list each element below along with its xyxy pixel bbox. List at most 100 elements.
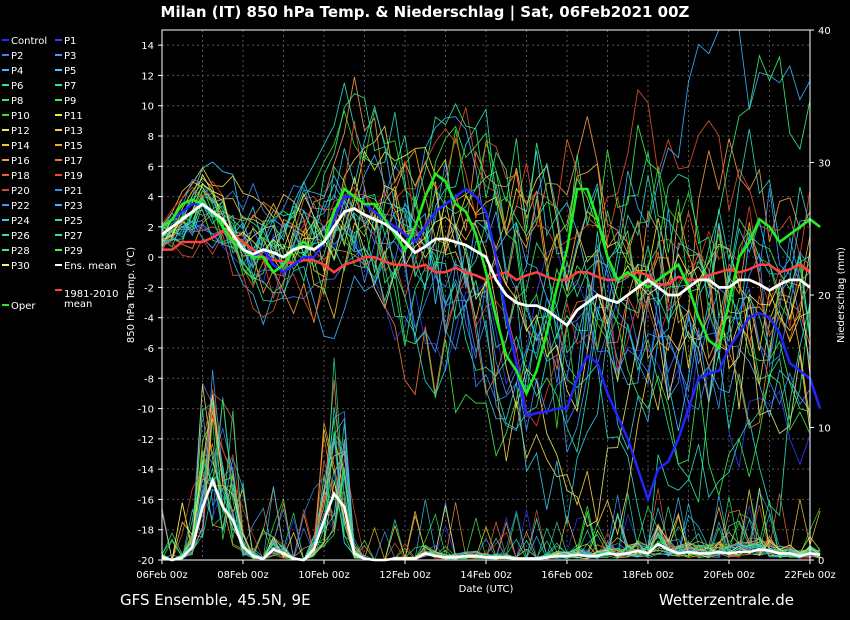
legend-label: P26 xyxy=(11,231,30,242)
y-tick-label: -12 xyxy=(138,435,154,446)
legend-label: P6 xyxy=(11,81,23,92)
legend-label: P14 xyxy=(11,141,30,152)
legend-label: P7 xyxy=(64,81,76,92)
member-temp-line xyxy=(161,104,811,525)
y2-tick-label: 20 xyxy=(818,291,831,302)
member-temp-line xyxy=(161,193,811,503)
legend-label: P9 xyxy=(64,96,76,107)
legend-label: P12 xyxy=(11,126,30,137)
legend-label: P28 xyxy=(11,246,30,257)
legend-label: P18 xyxy=(11,171,30,182)
legend-label: P5 xyxy=(64,66,76,77)
legend-label: P19 xyxy=(64,171,83,182)
member-temp-line xyxy=(161,116,811,418)
y-tick-label: 2 xyxy=(148,223,154,234)
legend-label: Control xyxy=(11,36,47,47)
oper-temp-line xyxy=(161,171,821,397)
member-temp-line xyxy=(161,179,811,425)
legend-label: Oper xyxy=(11,301,36,312)
x-tick-label: 06Feb 00z xyxy=(136,570,188,581)
legend-label: P30 xyxy=(11,261,30,272)
member-temp-line xyxy=(161,82,811,551)
y-axis-ticks: 14 12 10 8 6 4 2 0 -2 -4 -6 -8 -10 -12 -14 -16 -18 -20 xyxy=(138,41,162,567)
y-tick-label: 4 xyxy=(148,193,154,204)
y2-axis-label: Niederschlag (mm) xyxy=(836,247,847,343)
x-tick-label: 20Feb 00z xyxy=(703,570,755,581)
legend-label: P22 xyxy=(11,201,30,212)
legend-label: P17 xyxy=(64,156,83,167)
member-temp-line xyxy=(161,186,811,430)
legend-label: P23 xyxy=(64,201,83,212)
member-temp-line xyxy=(161,92,811,361)
x-tick-label: 22Feb 00z xyxy=(784,570,836,581)
member-temp-line xyxy=(161,29,811,291)
precipitation-layer xyxy=(161,357,821,562)
y-tick-label: 12 xyxy=(141,71,154,82)
legend-label: P24 xyxy=(11,216,30,227)
legend-label: P8 xyxy=(11,96,23,107)
y-tick-label: 6 xyxy=(148,162,154,173)
y-tick-label: 10 xyxy=(141,102,154,113)
ens-mean-temp-line xyxy=(161,202,811,328)
x-tick-label: 16Feb 00z xyxy=(541,570,593,581)
footer-model: GFS Ensemble, 45.5N, 9E xyxy=(120,591,311,609)
legend-label: P20 xyxy=(11,186,30,197)
y-tick-label: -2 xyxy=(144,283,154,294)
legend-label-climate: mean xyxy=(64,299,92,310)
y-tick-label: 14 xyxy=(141,41,154,52)
y-tick-label: -18 xyxy=(138,526,154,537)
chart-title: Milan (IT) 850 hPa Temp. & Niederschlag … xyxy=(161,3,690,22)
ens-mean-precip-line xyxy=(161,476,821,562)
y2-tick-label: 30 xyxy=(818,159,831,170)
member-temp-line xyxy=(161,175,811,413)
y-tick-label: -6 xyxy=(144,344,154,355)
y2-tick-label: 0 xyxy=(818,556,824,567)
y-tick-label: -8 xyxy=(144,374,154,385)
legend-label: P11 xyxy=(64,111,83,122)
x-tick-label: 18Feb 00z xyxy=(622,570,674,581)
x-axis-ticks: 06Feb 00z 08Feb 00z 10Feb 00z 12Feb 00z 14Fe… xyxy=(136,560,836,581)
x-tick-label: 10Feb 00z xyxy=(298,570,350,581)
member-temp-line xyxy=(161,129,811,396)
y-tick-label: -10 xyxy=(138,405,154,416)
member-temp-line xyxy=(161,201,811,429)
y-tick-label: -14 xyxy=(138,465,154,476)
y2-axis-ticks: 0 10 20 30 40 xyxy=(810,26,831,567)
temperature-layer xyxy=(161,29,822,551)
legend-label: P25 xyxy=(64,216,83,227)
legend-label: P10 xyxy=(11,111,30,122)
y-tick-label: 0 xyxy=(148,253,154,264)
legend-label: Ens. mean xyxy=(64,261,117,272)
legend-label: P3 xyxy=(64,51,76,62)
legend-label: P13 xyxy=(64,126,83,137)
member-temp-line xyxy=(161,160,811,427)
legend-label: P27 xyxy=(64,231,83,242)
legend: Control P2 P4 P6 P8 P10 P12 P14 P16 P18 P20 P22 P24 P… xyxy=(2,36,119,312)
member-temp-line xyxy=(161,125,811,537)
y-tick-label: -16 xyxy=(138,495,154,506)
y-tick-label: -4 xyxy=(144,314,154,325)
y2-tick-label: 40 xyxy=(818,26,831,37)
member-temp-line xyxy=(161,88,811,322)
member-temp-line xyxy=(161,150,811,432)
y-axis-label: 850 hPa Temp. (°C) xyxy=(126,247,137,343)
y-tick-label: -20 xyxy=(138,556,154,567)
legend-label: P29 xyxy=(64,246,83,257)
y-tick-label: 8 xyxy=(148,132,154,143)
legend-label: P4 xyxy=(11,66,23,77)
legend-label: P2 xyxy=(11,51,23,62)
footer-source: Wetterzentrale.de xyxy=(659,591,794,609)
x-tick-label: 12Feb 00z xyxy=(379,570,431,581)
legend-label-climate: 1981-2010 xyxy=(64,289,119,300)
control-temp-line xyxy=(161,187,822,504)
legend-label: P21 xyxy=(64,186,83,197)
legend-label: P16 xyxy=(11,156,30,167)
x-tick-label: 08Feb 00z xyxy=(217,570,269,581)
member-temp-line xyxy=(161,198,811,431)
legend-label: P15 xyxy=(64,141,83,152)
x-axis-label: Date (UTC) xyxy=(459,584,514,595)
x-tick-label: 14Feb 00z xyxy=(460,570,512,581)
y2-tick-label: 10 xyxy=(818,424,831,435)
legend-label: P1 xyxy=(64,36,76,47)
